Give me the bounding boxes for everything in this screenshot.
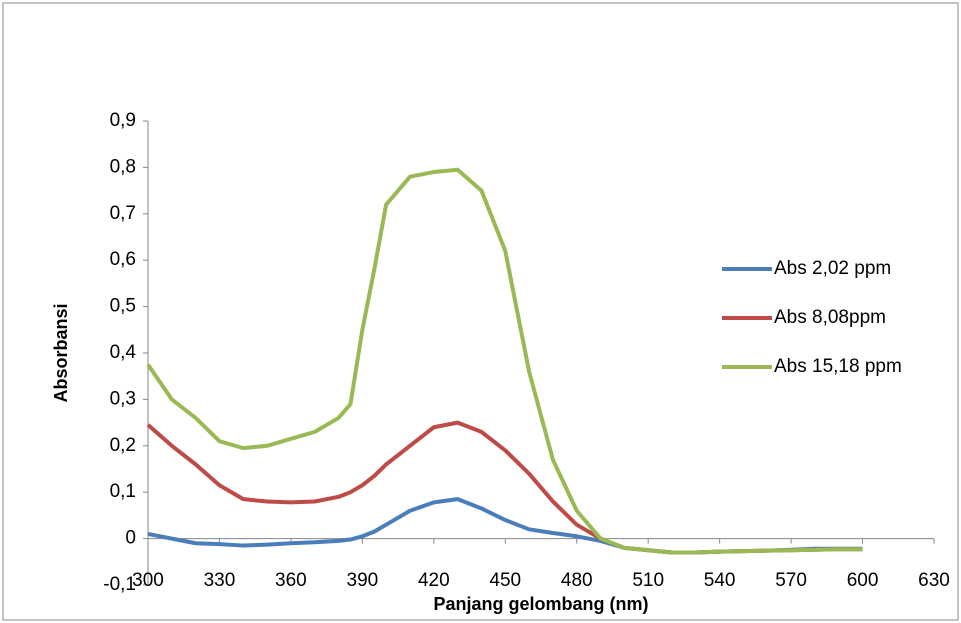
y-tick-label: 0,2	[110, 435, 136, 456]
x-tick-label: 600	[847, 570, 879, 591]
legend-label: Abs 8,08ppm	[774, 307, 886, 328]
x-tick-label: 300	[132, 570, 164, 591]
y-tick-label: 0,3	[110, 388, 136, 409]
x-tick-label: 630	[918, 570, 950, 591]
y-tick-label: 0,4	[110, 342, 137, 363]
x-tick-label: 330	[204, 570, 236, 591]
y-tick-label: 0,8	[110, 156, 136, 177]
y-tick-label: -0,1	[103, 574, 136, 595]
y-axis-title: Absorbansi	[51, 303, 71, 402]
y-tick-label: 0,1	[110, 481, 136, 502]
y-tick-label: 0	[125, 528, 136, 549]
y-tick-label: 0,6	[110, 249, 136, 270]
x-axis-title: Panjang gelombang (nm)	[433, 594, 648, 614]
x-tick-label: 420	[418, 570, 450, 591]
x-tick-label: 360	[275, 570, 307, 591]
x-tick-label: 540	[704, 570, 736, 591]
series-line	[146, 167, 863, 555]
x-tick-label: 450	[489, 570, 521, 591]
legend-label: Abs 2,02 ppm	[774, 258, 891, 279]
y-tick-label: 0,9	[110, 110, 136, 131]
y-tick-label: 0,5	[110, 296, 136, 317]
legend-label: Abs 15,18 ppm	[774, 356, 902, 377]
x-tick-label: 570	[775, 570, 807, 591]
y-tick-label: 0,7	[110, 203, 136, 224]
x-tick-label: 390	[347, 570, 379, 591]
x-tick-label: 480	[561, 570, 593, 591]
x-tick-label: 510	[632, 570, 664, 591]
